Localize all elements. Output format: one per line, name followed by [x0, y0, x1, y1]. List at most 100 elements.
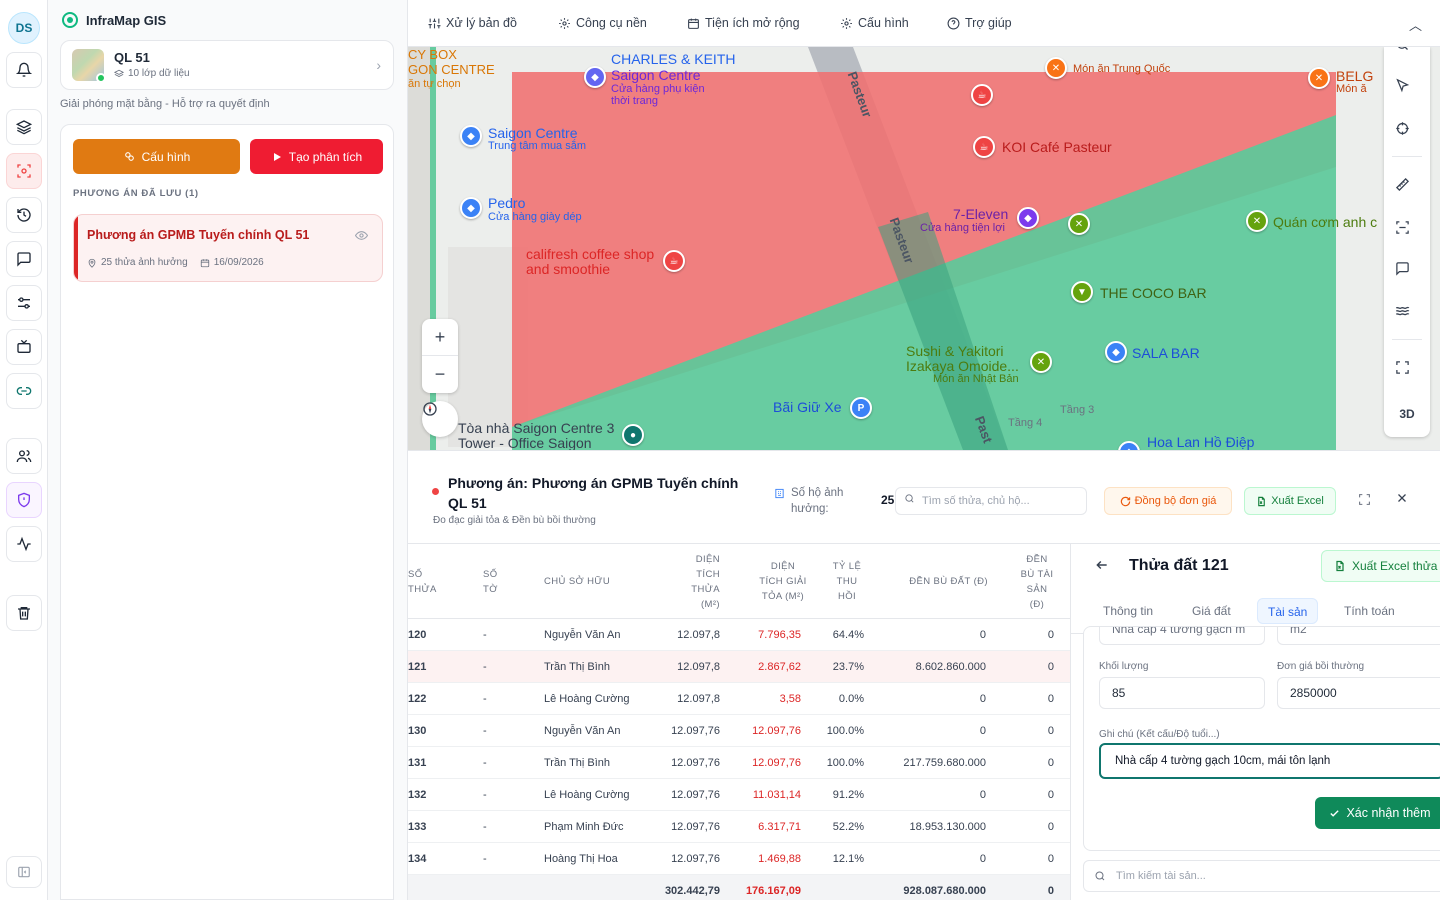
col-land-comp[interactable]: ĐỀN BÙ ĐẤT (Đ): [909, 576, 988, 587]
asset-search-input[interactable]: Tìm kiếm tài sản...: [1083, 860, 1440, 892]
nav-base-tools[interactable]: Công cụ nền: [558, 16, 647, 30]
restaurant-poi-icon[interactable]: ✕: [1030, 351, 1052, 373]
tab-calculation[interactable]: Tính toán: [1344, 604, 1395, 618]
quantity-label: Khối lượng: [1099, 661, 1149, 672]
collapse-sidebar-button[interactable]: [6, 856, 42, 888]
tab-assets[interactable]: Tài sản: [1257, 598, 1319, 624]
bar-poi-icon[interactable]: ▼: [1071, 281, 1093, 303]
settings-sliders-button[interactable]: [6, 285, 42, 321]
zoom-in-button[interactable]: +: [422, 319, 458, 356]
chat-button[interactable]: [6, 241, 42, 277]
chevron-up-icon[interactable]: ︿: [1408, 18, 1422, 33]
col-sheet[interactable]: SỐ TỜ: [483, 568, 498, 595]
cursor-icon: [1396, 78, 1410, 93]
comment-tool-button[interactable]: [1395, 261, 1419, 285]
zoom-out-button[interactable]: −: [434, 364, 446, 384]
trash-button[interactable]: [6, 595, 42, 631]
restaurant-poi-icon[interactable]: ✕: [1068, 213, 1090, 235]
table-row[interactable]: 120 - Nguyễn Văn An 12.097,8 7.796,35 64.4% 0 0: [408, 619, 1070, 651]
waves-tool-button[interactable]: [1395, 303, 1419, 327]
col-area[interactable]: DIỆN TÍCH THỬA (M²): [691, 553, 720, 610]
fullscreen-tool-button[interactable]: [1395, 360, 1419, 384]
back-arrow-icon[interactable]: [1095, 558, 1109, 576]
link-button[interactable]: [6, 373, 42, 409]
gear-icon: [559, 17, 570, 29]
table-row[interactable]: 132 - Lê Hoàng Cường 12.097,76 11.031,14 91.2…: [408, 779, 1070, 811]
tab-land-price[interactable]: Giá đất: [1192, 604, 1231, 618]
table-row[interactable]: 122 - Lê Hoàng Cường 12.097,8 3,58 0.0% 0 0: [408, 683, 1070, 715]
monitor-button[interactable]: [6, 329, 42, 365]
users-button[interactable]: [6, 438, 42, 474]
table-row[interactable]: 131 - Trần Thị Bình 12.097,76 12.097,76 100.0…: [408, 747, 1070, 779]
eye-icon[interactable]: [354, 229, 369, 245]
col-owner[interactable]: CHỦ SỞ HỮU: [544, 576, 611, 587]
restaurant-poi-icon[interactable]: ✕: [1045, 57, 1067, 79]
building-icon: [775, 488, 784, 499]
restaurant-poi-icon[interactable]: ✕: [1246, 210, 1268, 232]
locate-tool-button[interactable]: [1395, 121, 1419, 145]
store-poi-icon[interactable]: ◆: [1017, 207, 1039, 229]
table-row[interactable]: 133 - Phạm Minh Đức 12.097,76 6.317,71 52.2% 1…: [408, 811, 1070, 843]
parcel-detail-panel: Thửa đất 121 Xuất Excel thửa Thông tin G…: [1070, 544, 1440, 900]
history-button[interactable]: [6, 197, 42, 233]
map-view[interactable]: CY BOX GON CENTRE ăn tự chọn CHARLES & K…: [408, 47, 1440, 450]
layers-icon: [16, 120, 32, 135]
search-tool-button[interactable]: [1395, 47, 1419, 61]
export-parcel-excel-button[interactable]: Xuất Excel thửa: [1321, 550, 1440, 582]
saved-plan-card[interactable]: Phương án GPMB Tuyến chính QL 51 25 thửa…: [73, 214, 383, 282]
expand-icon[interactable]: [1358, 493, 1371, 509]
price-input[interactable]: 2850000: [1277, 677, 1440, 709]
confirm-add-button[interactable]: Xác nhận thêm: [1315, 797, 1440, 829]
tab-info[interactable]: Thông tin: [1103, 604, 1154, 618]
cell-parcel: 122: [408, 693, 427, 705]
parking-poi-icon[interactable]: P: [850, 397, 872, 419]
layers-button[interactable]: [6, 109, 42, 145]
config-button[interactable]: Cấu hình: [73, 139, 240, 174]
help-icon: [947, 17, 960, 29]
nav-config[interactable]: Cấu hình: [840, 16, 909, 30]
nav-map-processing[interactable]: Xử lý bản đồ: [428, 16, 517, 30]
sync-prices-button[interactable]: Đồng bộ đơn giá: [1104, 487, 1232, 515]
site-clearance-button[interactable]: [6, 153, 42, 189]
close-icon[interactable]: [1396, 491, 1408, 507]
bar-poi-icon[interactable]: ◆: [1105, 341, 1127, 363]
notifications-button[interactable]: [6, 52, 42, 88]
asset-unit-field[interactable]: m2: [1277, 627, 1440, 645]
cafe-poi-icon[interactable]: ☕: [973, 136, 995, 158]
table-row[interactable]: 130 - Nguyễn Văn An 12.097,76 12.097,76 100.0…: [408, 715, 1070, 747]
cafe-poi-icon[interactable]: ☕: [971, 84, 993, 106]
table-row[interactable]: 121 - Trần Thị Bình 12.097,8 2.867,62 23.7% 8.…: [408, 651, 1070, 683]
table-row[interactable]: 134 - Hoàng Thị Hoa 12.097,76 1.469,88 12.1% 0…: [408, 843, 1070, 875]
plan-search-input[interactable]: Tìm số thửa, chủ hộ...: [895, 487, 1087, 515]
cafe-poi-icon[interactable]: ☕: [663, 250, 685, 272]
shoe-shop-poi-icon[interactable]: ◆: [460, 197, 482, 219]
shopping-poi-icon[interactable]: ◆: [460, 125, 482, 147]
project-selector[interactable]: QL 51 10 lớp dữ liệu ›: [60, 40, 394, 90]
col-ratio[interactable]: TỶ LỆ THU HỒI: [832, 561, 862, 602]
security-button[interactable]: [6, 482, 42, 518]
nav-extensions[interactable]: Tiện ích mở rộng: [687, 16, 800, 30]
restaurant-poi-icon[interactable]: ✕: [1308, 67, 1330, 89]
export-excel-button[interactable]: Xuất Excel: [1244, 487, 1336, 515]
map-label-coco: THE COCO BAR: [1100, 285, 1207, 301]
activity-button[interactable]: [6, 526, 42, 562]
col-cleared[interactable]: DIỆN TÍCH GIẢI TỎA (M²): [759, 561, 807, 602]
measure-tool-button[interactable]: [1395, 177, 1419, 201]
scan-tool-button[interactable]: [1395, 220, 1419, 244]
avatar[interactable]: DS: [8, 12, 40, 44]
compass-button[interactable]: [422, 401, 458, 437]
3d-mode-button[interactable]: 3D: [1399, 407, 1415, 421]
shop-poi-icon[interactable]: ◆: [584, 66, 606, 88]
create-analysis-button[interactable]: Tạo phân tích: [250, 139, 383, 174]
map-label-tower: Tòa nhà Saigon Centre 3 Tower - Office S…: [458, 420, 615, 451]
note-input[interactable]: Nhà cấp 4 tường gạch 10cm, mái tôn lạnh: [1099, 743, 1440, 779]
col-asset-comp[interactable]: ĐỀN BÙ TÀI SẢN (Đ): [1020, 553, 1054, 610]
nav-help[interactable]: Trợ giúp: [947, 16, 1012, 30]
comment-icon: [1396, 262, 1409, 276]
table-total-row: 302.442,79 176.167,09 928.087.680.000 0: [408, 875, 1070, 900]
asset-type-field[interactable]: Nhà cấp 4 tường gạch m: [1099, 627, 1265, 645]
col-parcel[interactable]: SỐ THỬA: [408, 568, 437, 595]
building-poi-icon[interactable]: ●: [622, 424, 644, 446]
select-tool-button[interactable]: [1395, 78, 1419, 102]
quantity-input[interactable]: 85: [1099, 677, 1265, 709]
